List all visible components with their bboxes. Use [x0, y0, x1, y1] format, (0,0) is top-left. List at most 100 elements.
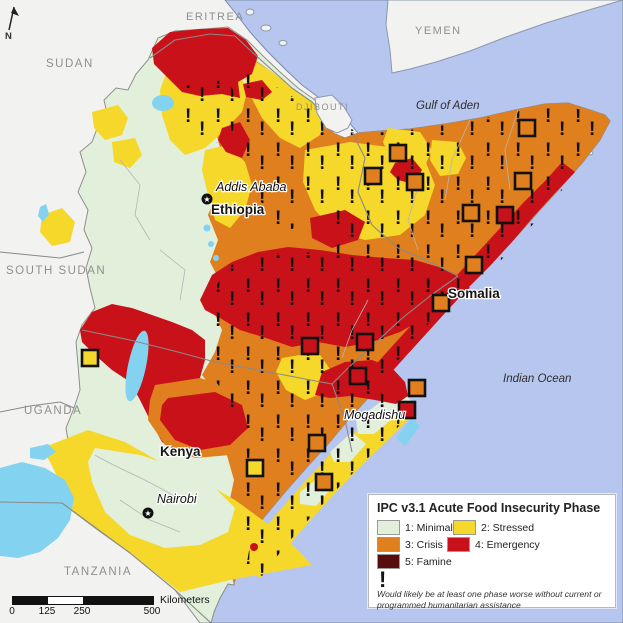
idp-settlement-marker [307, 433, 327, 453]
country-label-unmapped: TANZANIA [64, 566, 132, 578]
region-stressed [92, 105, 128, 140]
region-stressed-rift [202, 145, 252, 228]
scale-bar-ticks: 0 125 250 500 [9, 606, 172, 618]
water-label: Gulf of Aden [416, 100, 480, 112]
legend-title: IPC v3.1 Acute Food Insecurity Phase [377, 501, 601, 515]
legend-item: 1: Minimal [377, 520, 453, 535]
rift-lake [208, 241, 214, 247]
legend: IPC v3.1 Acute Food Insecurity Phase 1: … [368, 494, 616, 610]
idp-settlement-marker [407, 378, 427, 398]
lake-victoria [0, 462, 74, 558]
settlement-markers-layer [80, 118, 537, 492]
idp-settlement-marker [348, 366, 368, 386]
legend-item: 4: Emergency [447, 537, 545, 552]
coastal-water [396, 418, 420, 446]
island [278, 39, 288, 47]
city-label: Nairobi [157, 492, 198, 506]
scale-tick: 250 [73, 606, 91, 617]
idp-settlement-marker [397, 400, 417, 420]
border-sudan-southsudan [0, 251, 85, 259]
city-star-icon: ★ [203, 195, 210, 204]
scale-bar: 0 125 250 500 Kilometers [9, 592, 240, 620]
idp-settlement-marker [405, 172, 425, 192]
idp-settlement-marker [461, 203, 481, 223]
legend-items: 1: Minimal 2: Stressed 3: Crisis 4: Emergen… [377, 519, 607, 570]
city-label: Mogadishu [344, 408, 405, 422]
idp-settlement-marker [517, 118, 537, 138]
region-stressed [40, 208, 75, 246]
lake-tana [152, 95, 174, 111]
legend-note: Would likely be at least one phase worse… [377, 589, 602, 610]
city-marker-icon [142, 507, 154, 519]
country-label-unmapped: YEMEN [415, 25, 462, 37]
border-kenya-somalia [331, 383, 353, 453]
island [245, 8, 255, 16]
idp-settlement-marker [464, 255, 484, 275]
border-ethiopia-kenya [81, 329, 333, 385]
legend-swatch-minimal [377, 520, 400, 535]
rift-lake [213, 255, 219, 261]
country-label-mapped: Kenya [160, 444, 201, 459]
idp-settlement-marker [388, 143, 408, 163]
djibouti-land [314, 94, 353, 134]
admin-borders [94, 109, 519, 533]
legend-item: 2: Stressed [453, 520, 539, 535]
city-star-icon: ★ [144, 509, 151, 518]
city-marker-icon [201, 193, 213, 205]
legend-label: 3: Crisis [405, 538, 443, 551]
small-lake [38, 204, 49, 222]
border-ethiopia-somalia [331, 131, 459, 385]
country-label-unmapped: UGANDA [24, 405, 82, 417]
lake-kyoga [30, 444, 56, 460]
yemen-land [385, 0, 623, 74]
idp-settlement-marker [513, 171, 533, 191]
region-emergency-marsabit [160, 392, 248, 450]
legend-swatch-famine [377, 554, 400, 569]
legend-item: 5: Famine [377, 554, 457, 569]
legend-label: 1: Minimal [405, 521, 453, 534]
country-label-unmapped: DJIBOUTI [296, 102, 349, 112]
warning-pattern-south [205, 252, 452, 576]
island [260, 24, 272, 32]
country-label-mapped: Ethiopia [211, 202, 265, 217]
legend-swatch-stressed [453, 520, 476, 535]
idp-settlement-marker [495, 205, 515, 225]
north-arrow-icon: N [5, 6, 19, 42]
legend-label: 4: Emergency [475, 538, 540, 551]
idp-settlement-marker [363, 166, 383, 186]
region-stressed [112, 138, 142, 168]
border-tanzania [0, 501, 212, 623]
idp-settlement-marker [300, 336, 320, 356]
idp-settlement-marker [355, 332, 375, 352]
idp-settlement-marker [431, 293, 451, 313]
warning-pattern-amhara [180, 80, 242, 150]
scale-tick: 0 [9, 606, 15, 617]
city-label: Addis Ababa [215, 180, 286, 194]
warning-pattern-afar [238, 70, 328, 232]
border-southsudan-uganda [0, 401, 75, 413]
lake-turkana [125, 330, 149, 402]
country-label-unmapped: SUDAN [46, 58, 94, 70]
idp-settlement-marker [80, 348, 100, 368]
idp-settlement-marker [245, 458, 265, 478]
legend-label: 5: Famine [405, 555, 452, 568]
idp-settlement-marker [314, 472, 334, 492]
scale-bar-unit: Kilometers [160, 594, 210, 606]
water-label: Indian Ocean [503, 373, 571, 385]
legend-swatch-crisis [377, 537, 400, 552]
legend-item: 3: Crisis [377, 537, 447, 552]
scale-tick: 500 [143, 606, 161, 617]
legend-warning-icon: ! [379, 567, 387, 592]
country-label-mapped: Somalia [448, 286, 500, 301]
north-label: N [5, 31, 12, 42]
scale-tick: 125 [38, 606, 56, 617]
region-minimal-central-kenya [88, 448, 235, 548]
rift-lake [203, 224, 211, 232]
legend-swatch-emergency [447, 537, 470, 552]
border-eritrea-ethiopia [149, 33, 327, 117]
scale-bar-segments [12, 596, 154, 605]
country-label-unmapped: SOUTH SUDAN [6, 265, 106, 277]
region-emergency-tigray [152, 28, 258, 98]
